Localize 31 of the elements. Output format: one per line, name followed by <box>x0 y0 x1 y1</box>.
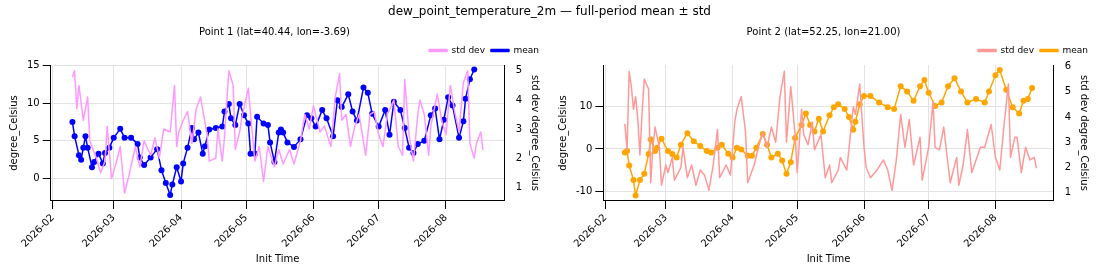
y-tick-label: 15 <box>26 59 40 71</box>
y-tick-label: 0 <box>33 172 40 184</box>
y2-tick-label: 5 <box>1064 85 1072 97</box>
y2-tick-label: 2 <box>1064 161 1072 173</box>
y-tick-label: 10 <box>579 99 593 111</box>
y-axis-title: degree_Celsius <box>7 95 20 171</box>
y-tick-label: 10 <box>26 96 40 108</box>
y2-tick-label: 5 <box>515 64 523 76</box>
x-axis-title: Init Time <box>255 252 300 264</box>
x-axis-title: Init Time <box>806 252 851 264</box>
chart-title: Point 1 (lat=40.44, lon=-3.69) <box>198 25 351 37</box>
y2-tick-label: 3 <box>1064 135 1072 147</box>
chart-title: Point 2 (lat=52.25, lon=21.00) <box>746 25 901 37</box>
y2-tick-label: 2 <box>515 151 523 163</box>
text: dew_point_temperature_2m — full-period mean ± std <box>388 4 711 18</box>
y2-tick-label: 1 <box>515 180 523 192</box>
y2-axis-title: std dev degree_Celsius <box>529 75 542 191</box>
y-tick-label: 0 <box>585 142 593 154</box>
legend-label: mean <box>513 44 540 55</box>
y2-tick-label: 6 <box>1064 59 1072 71</box>
legend-label: mean <box>1062 44 1089 55</box>
y-tick-label: -10 <box>575 185 593 197</box>
legend-label: std dev <box>451 44 486 55</box>
y2-tick-label: 3 <box>515 122 523 134</box>
y2-tick-label: 4 <box>515 93 523 105</box>
y2-tick-label: 1 <box>1064 186 1072 198</box>
y2-tick-label: 4 <box>1064 110 1072 122</box>
y-axis-title: degree_Celsius <box>556 95 569 171</box>
y2-axis-title: std dev degree_Celsius <box>1078 75 1091 191</box>
y-tick-label: 5 <box>33 134 40 146</box>
legend-label: std dev <box>1000 44 1035 55</box>
